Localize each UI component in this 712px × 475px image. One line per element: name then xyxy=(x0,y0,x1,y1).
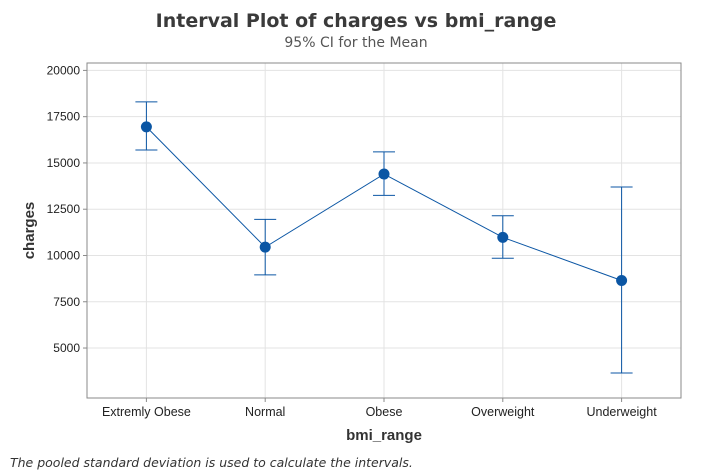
x-tick-label: Normal xyxy=(245,405,285,419)
y-tick-label: 5000 xyxy=(53,341,80,355)
y-tick-label: 10000 xyxy=(47,248,81,262)
mean-point xyxy=(140,121,152,133)
x-axis-label: bmi_range xyxy=(346,427,422,444)
y-tick-label: 15000 xyxy=(47,156,81,170)
x-tick-label: Obese xyxy=(366,405,403,419)
y-tick-label: 20000 xyxy=(47,63,81,77)
x-tick-label: Extremly Obese xyxy=(102,405,191,419)
y-tick-label: 12500 xyxy=(47,202,81,216)
x-tick-label: Overweight xyxy=(471,405,535,419)
mean-point xyxy=(378,168,390,180)
chart-subtitle: 95% CI for the Mean xyxy=(284,35,428,51)
data-marks xyxy=(135,101,633,374)
mean-point xyxy=(616,274,628,286)
footnote: The pooled standard deviation is used to… xyxy=(10,455,413,470)
grid-lines xyxy=(87,63,681,398)
interval-plot: 5000 7500 10000 12500 15000 17500 20000 Extreml… xyxy=(21,62,682,444)
y-tick-label: 7500 xyxy=(53,295,80,309)
mean-point xyxy=(497,231,509,243)
mean-point xyxy=(259,241,271,253)
y-tick-label: 17500 xyxy=(47,110,81,124)
axis-ticks: 5000 7500 10000 12500 15000 17500 20000 Extreml… xyxy=(47,63,658,419)
chart-title: Interval Plot of charges vs bmi_range xyxy=(155,10,557,32)
x-tick-label: Underweight xyxy=(587,405,658,419)
y-axis-label: charges xyxy=(21,202,38,260)
